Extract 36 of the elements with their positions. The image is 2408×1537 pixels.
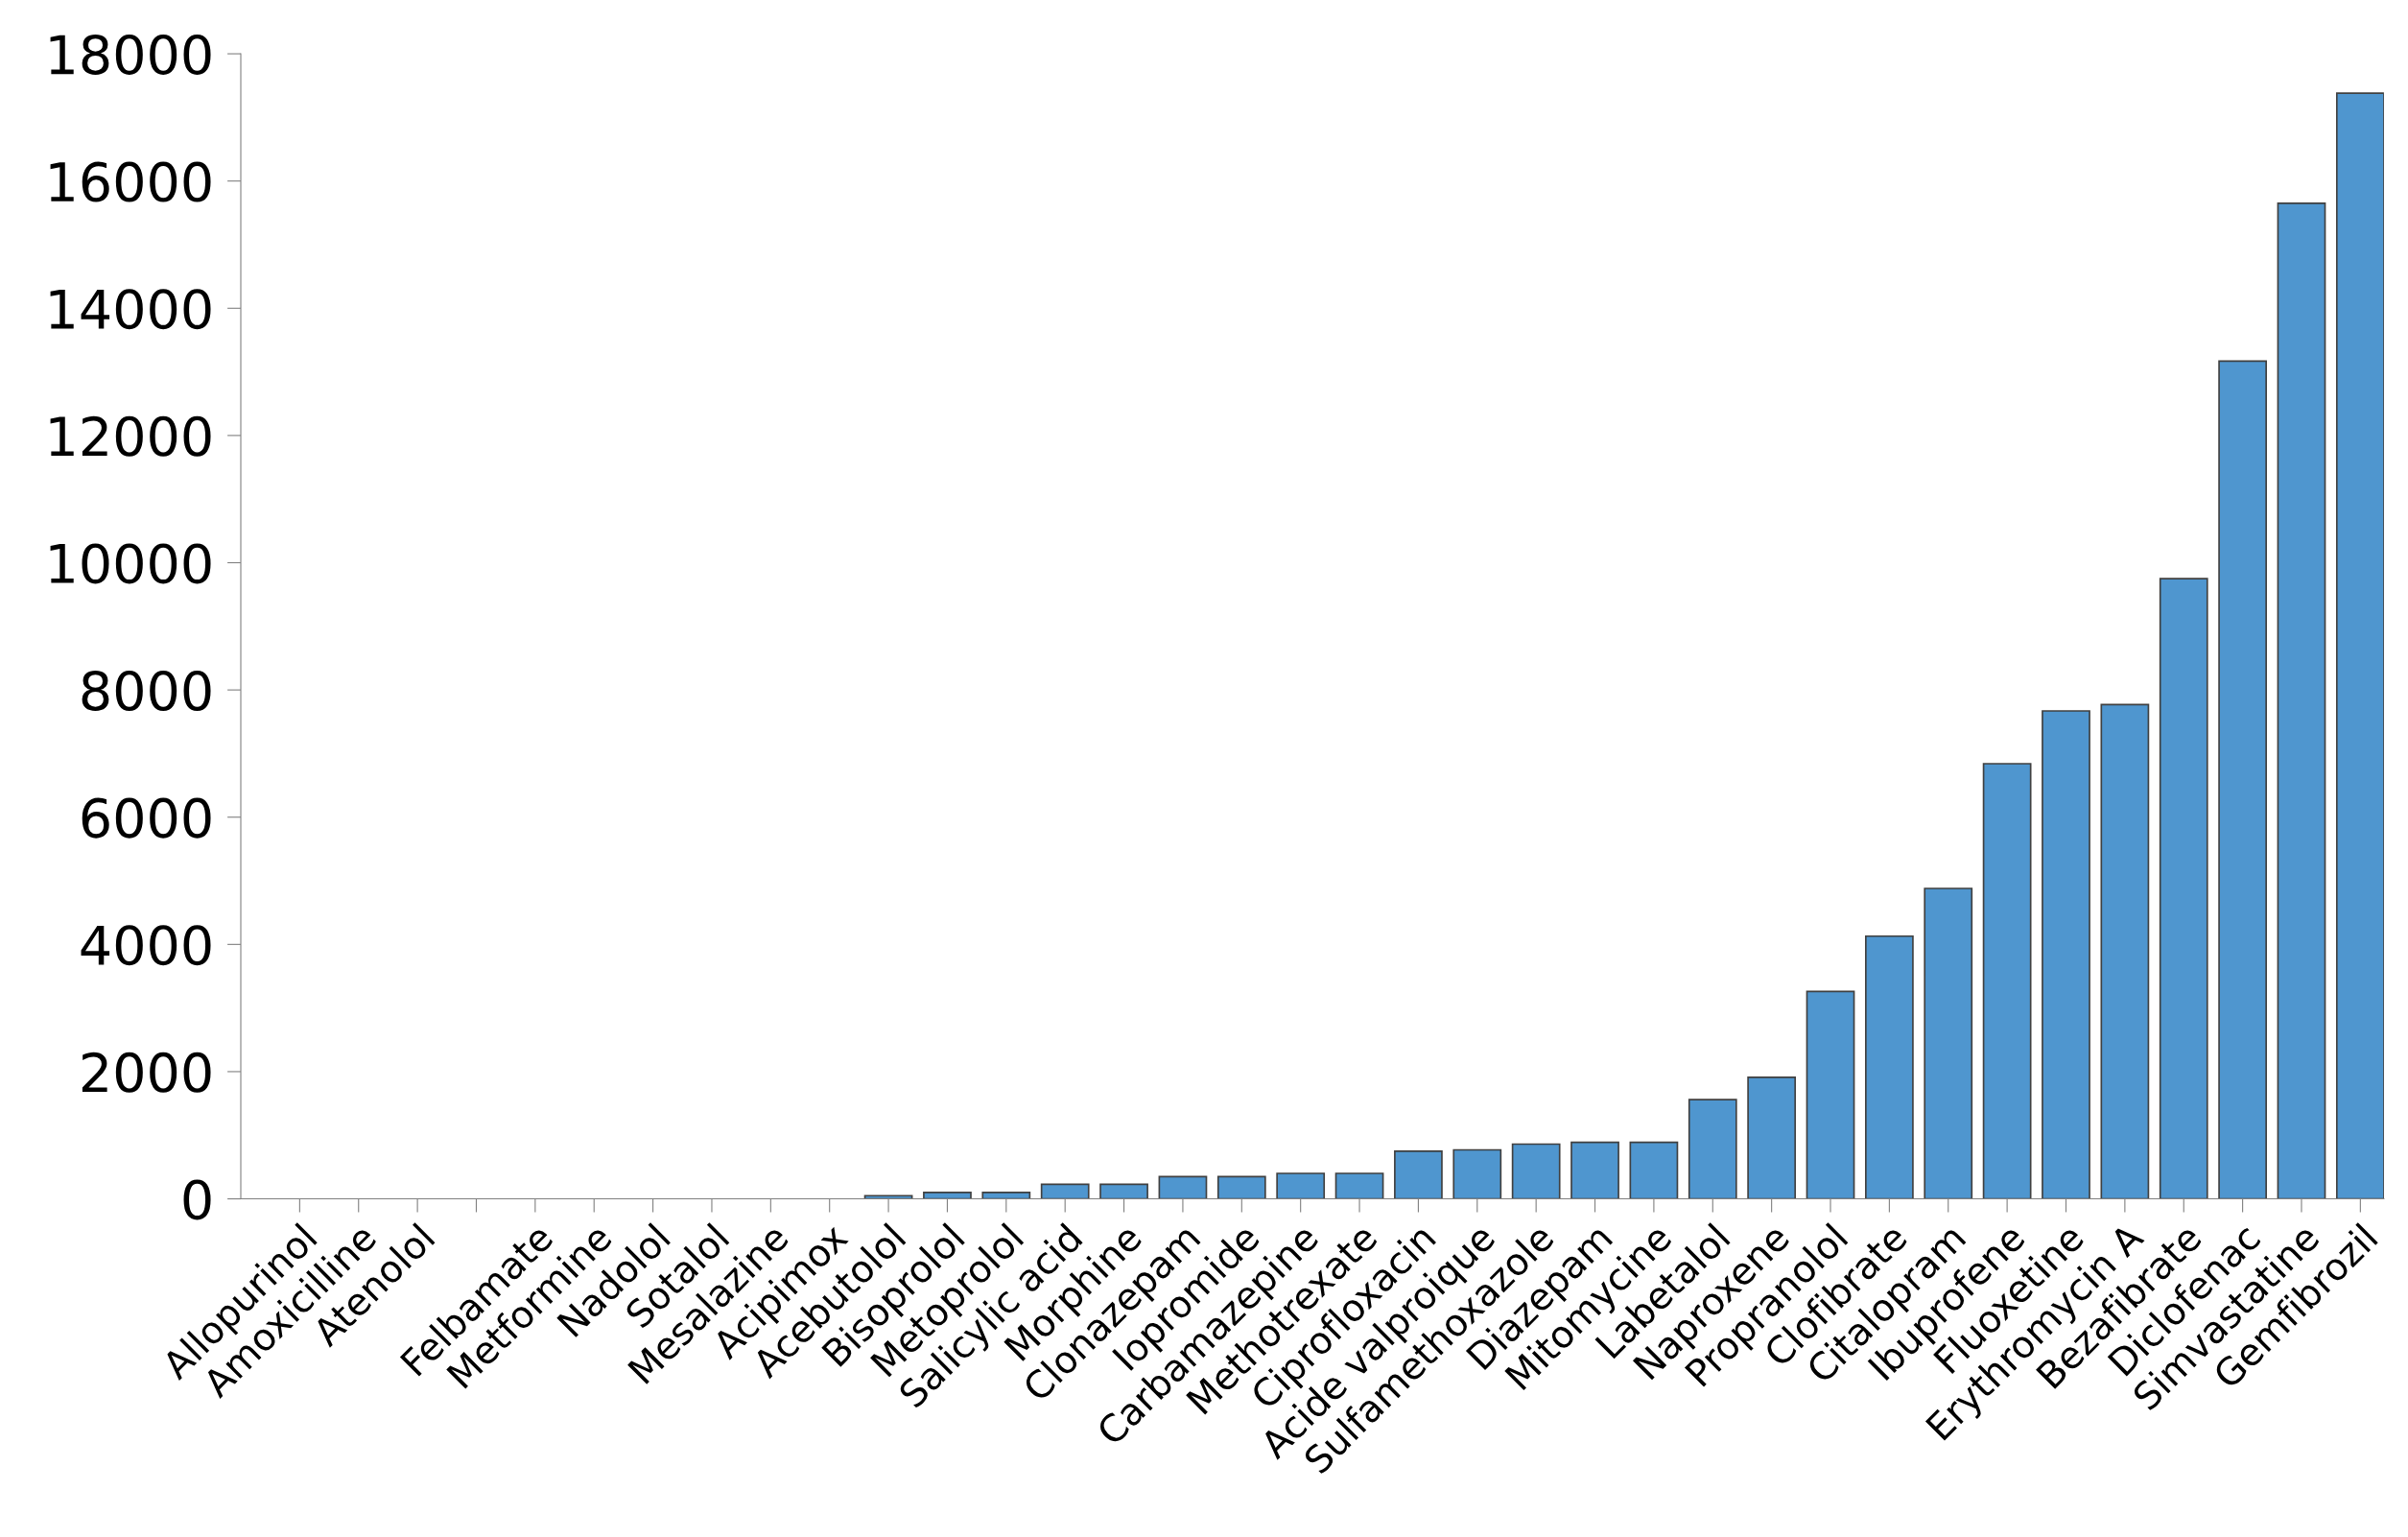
y-tick-label: 8000 xyxy=(82,670,211,712)
bar xyxy=(2335,92,2384,1199)
bar xyxy=(1570,1141,1619,1199)
bar xyxy=(1394,1149,1443,1199)
bar xyxy=(923,1192,972,1199)
bar xyxy=(1216,1175,1266,1199)
bar xyxy=(1924,887,1973,1199)
y-tick-label: 0 xyxy=(183,1179,211,1220)
y-tick-label: 6000 xyxy=(82,797,211,839)
bar xyxy=(1276,1172,1326,1199)
bar xyxy=(1806,990,1855,1199)
bar xyxy=(1865,934,1914,1199)
bar xyxy=(1982,763,2032,1199)
y-tick-label: 14000 xyxy=(50,289,211,330)
bar xyxy=(1688,1099,1737,1199)
bar xyxy=(1452,1148,1502,1199)
bar xyxy=(1158,1175,1208,1199)
bar xyxy=(1099,1183,1148,1199)
bar xyxy=(1040,1183,1090,1199)
bar xyxy=(2159,578,2208,1199)
y-tick-label: 2000 xyxy=(82,1052,211,1093)
bar xyxy=(2100,703,2150,1199)
bar xyxy=(1747,1076,1797,1199)
y-tick-label: 18000 xyxy=(50,34,211,75)
bar xyxy=(2277,202,2326,1199)
y-tick-label: 10000 xyxy=(50,543,211,584)
bar xyxy=(863,1194,913,1199)
bar xyxy=(2042,710,2090,1199)
y-tick-label: 12000 xyxy=(50,415,211,457)
bar xyxy=(1511,1143,1561,1199)
y-tick-label: 16000 xyxy=(50,161,211,202)
y-tick-label: 4000 xyxy=(81,925,211,966)
bar xyxy=(1334,1172,1384,1199)
bar xyxy=(2218,360,2267,1199)
bar xyxy=(981,1192,1031,1199)
bar xyxy=(1629,1141,1679,1199)
